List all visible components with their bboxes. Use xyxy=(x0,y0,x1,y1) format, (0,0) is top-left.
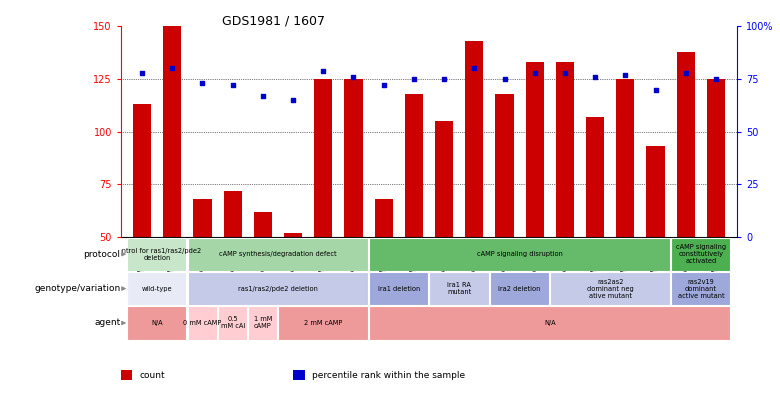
Bar xyxy=(374,199,393,237)
Bar xyxy=(369,238,670,271)
Point xyxy=(408,76,420,82)
Bar xyxy=(345,79,363,237)
Bar xyxy=(163,26,181,237)
Point xyxy=(679,69,692,76)
Point xyxy=(166,65,179,72)
Bar xyxy=(369,272,428,305)
Point xyxy=(197,80,209,86)
Text: 0.5
mM cAl: 0.5 mM cAl xyxy=(221,316,245,330)
Text: ras2v19
dominant
active mutant: ras2v19 dominant active mutant xyxy=(678,279,724,298)
Bar xyxy=(435,121,453,237)
Bar xyxy=(369,307,730,339)
Bar xyxy=(707,79,725,237)
Bar xyxy=(127,238,186,271)
Text: ira1 deletion: ira1 deletion xyxy=(378,286,420,292)
Bar xyxy=(677,51,695,237)
Point xyxy=(619,72,632,78)
Bar xyxy=(254,212,272,237)
Bar xyxy=(586,117,604,237)
Bar xyxy=(218,307,246,339)
Text: N/A: N/A xyxy=(151,320,163,326)
Bar xyxy=(127,307,186,339)
Bar xyxy=(188,238,367,271)
Text: cAMP signaling disruption: cAMP signaling disruption xyxy=(477,251,562,257)
Point xyxy=(529,69,541,76)
Bar xyxy=(121,370,132,380)
Bar xyxy=(293,370,304,380)
Text: protocol: protocol xyxy=(83,249,120,259)
Point xyxy=(498,76,511,82)
Point xyxy=(347,74,360,80)
Bar xyxy=(616,79,634,237)
Text: count: count xyxy=(140,371,165,380)
Bar xyxy=(193,199,211,237)
Point xyxy=(649,86,661,93)
Text: ira2 deletion: ira2 deletion xyxy=(498,286,541,292)
Bar xyxy=(133,104,151,237)
Text: agent: agent xyxy=(94,318,120,328)
Text: 0 mM cAMP: 0 mM cAMP xyxy=(183,320,222,326)
Point xyxy=(257,93,269,99)
Bar xyxy=(556,62,574,237)
Point xyxy=(710,76,722,82)
Point xyxy=(136,69,148,76)
Bar xyxy=(127,272,186,305)
Bar xyxy=(405,94,423,237)
Text: percentile rank within the sample: percentile rank within the sample xyxy=(312,371,465,380)
Text: wild-type: wild-type xyxy=(142,286,172,292)
Bar xyxy=(429,272,488,305)
Bar xyxy=(495,94,513,237)
Bar xyxy=(550,272,670,305)
Text: ras1/ras2/pde2 deletion: ras1/ras2/pde2 deletion xyxy=(238,286,318,292)
Text: cAMP synthesis/degradation defect: cAMP synthesis/degradation defect xyxy=(219,251,337,257)
Point xyxy=(438,76,450,82)
Point xyxy=(317,67,329,74)
Text: ras2as2
dominant neg
ative mutant: ras2as2 dominant neg ative mutant xyxy=(587,279,633,298)
Text: ira1 RA
mutant: ira1 RA mutant xyxy=(447,282,471,295)
Bar xyxy=(526,62,544,237)
Point xyxy=(226,82,239,89)
Point xyxy=(558,69,571,76)
Bar xyxy=(248,307,277,339)
Bar xyxy=(224,191,242,237)
Point xyxy=(468,65,480,72)
Point xyxy=(378,82,390,89)
Bar xyxy=(284,233,302,237)
Bar xyxy=(278,307,367,339)
Point xyxy=(287,97,300,103)
Bar xyxy=(671,238,730,271)
Text: 1 mM
cAMP: 1 mM cAMP xyxy=(254,316,272,330)
Text: control for ras1/ras2/pde2
deletion: control for ras1/ras2/pde2 deletion xyxy=(114,247,200,261)
Bar xyxy=(671,272,730,305)
Text: GDS1981 / 1607: GDS1981 / 1607 xyxy=(222,14,324,27)
Text: genotype/variation: genotype/variation xyxy=(34,284,120,293)
Text: 2 mM cAMP: 2 mM cAMP xyxy=(304,320,342,326)
Bar xyxy=(314,79,332,237)
Point xyxy=(589,74,601,80)
Bar xyxy=(465,41,484,237)
Bar xyxy=(188,307,217,339)
Bar xyxy=(188,272,367,305)
Bar xyxy=(647,146,665,237)
Text: N/A: N/A xyxy=(544,320,555,326)
Bar xyxy=(490,272,549,305)
Text: cAMP signaling
constitutively
activated: cAMP signaling constitutively activated xyxy=(675,244,726,264)
